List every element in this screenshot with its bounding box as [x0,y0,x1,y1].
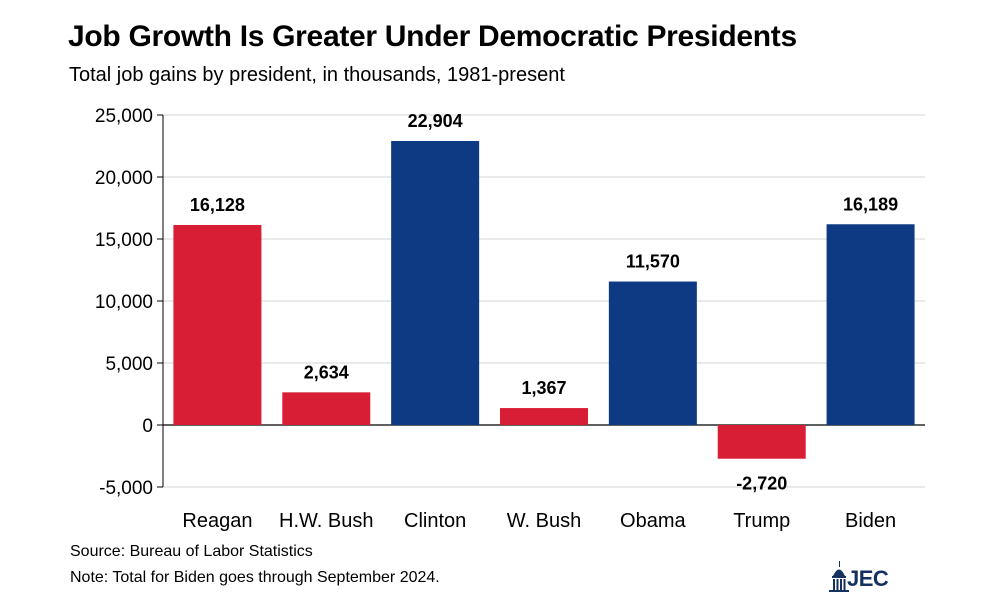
gridlines [163,114,925,488]
bar-obama [608,281,697,425]
y-tick-label: 25,000 [95,106,153,127]
y-tick-label: 10,000 [95,292,153,313]
bar-w-bush [500,408,588,425]
data-label: -2,720 [736,474,787,494]
chart-title: Job Growth Is Greater Under Democratic P… [68,20,797,53]
x-category-label: Trump [733,510,790,532]
x-category-label: Reagan [182,510,252,532]
bar-chart: 25,000 20,000 15,000 10,000 5,000 0 -5,000 16,… [95,106,925,532]
data-label: 22,904 [408,111,463,131]
data-labels: 16,128 Reagan 2,634 H.W. Bush 22,904 Clinton 1… [182,111,898,532]
x-category-label: Biden [845,510,896,532]
bar-clinton [391,140,480,425]
bar-trump [717,425,806,459]
data-label: 16,189 [843,194,898,214]
data-label: 16,128 [190,195,245,215]
y-tick-label: 5,000 [105,354,153,375]
chart-subtitle: Total job gains by president, in thousan… [69,64,565,86]
y-tick-label: 0 [142,416,153,437]
bar-biden [826,224,915,425]
x-category-label: Obama [620,510,686,532]
data-label: 1,367 [521,378,566,398]
x-category-label: Clinton [404,510,466,532]
bars [173,140,915,459]
y-tick-label: 15,000 [95,230,153,251]
bar-reagan [173,225,262,425]
x-category-label: H.W. Bush [279,510,373,532]
x-category-label: W. Bush [507,510,581,532]
y-tick-label: 20,000 [95,168,153,189]
capitol-dome-icon [829,561,849,592]
footnote: Note: Total for Biden goes through Septe… [70,569,440,586]
data-label: 2,634 [304,362,349,382]
source-note: Source: Bureau of Labor Statistics [70,543,313,560]
y-tick-label: -5,000 [99,478,153,499]
jec-logo-text: JEC [847,566,889,591]
data-label: 11,570 [626,252,680,272]
bar-h-w-bush [282,392,371,425]
